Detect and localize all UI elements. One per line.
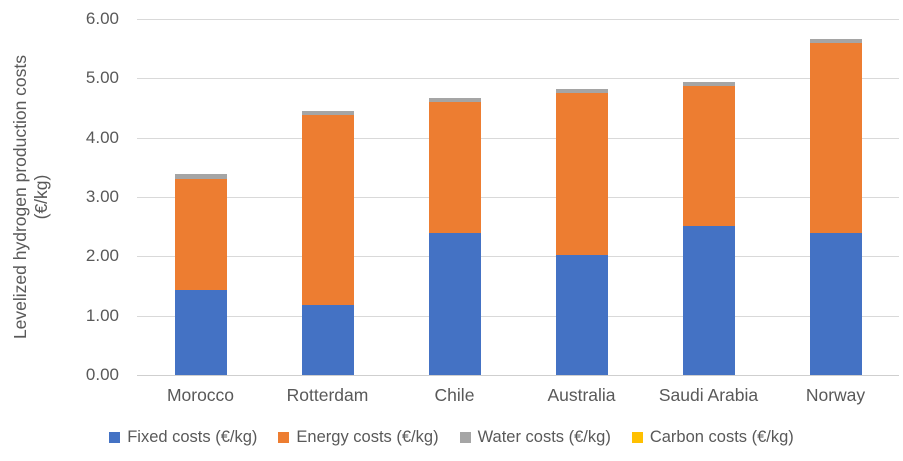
bar-segment <box>682 81 735 87</box>
bar-slot-chile <box>391 19 518 375</box>
y-tick-label: 6.00 <box>85 9 119 28</box>
bar-segment <box>682 226 735 375</box>
legend-label: Water costs (€/kg) <box>477 428 611 446</box>
bar-segment <box>428 97 481 103</box>
bar-segment <box>809 232 862 375</box>
bar-slot-norway <box>772 19 899 375</box>
stacked-bar <box>428 97 481 375</box>
legend-label: Fixed costs (€/kg) <box>127 428 258 446</box>
gridline <box>137 197 899 198</box>
bar-slots <box>137 19 899 375</box>
bar-slot-rotterdam <box>264 19 391 375</box>
legend-item: Fixed costs (€/kg) <box>109 428 257 447</box>
bar-slot-australia <box>518 19 645 375</box>
gridline <box>137 78 899 80</box>
gridline <box>137 256 899 258</box>
bar-segment <box>428 232 481 375</box>
legend-item: Carbon costs (€/kg) <box>631 428 794 447</box>
bar-segment <box>555 93 608 255</box>
bar-segment <box>809 38 862 43</box>
stacked-bar <box>174 174 227 375</box>
x-axis-line <box>137 375 899 376</box>
bar-slot-morocco <box>137 19 264 375</box>
bar-segment <box>174 290 227 375</box>
bar-segment <box>301 305 354 375</box>
y-tick-label: 2.00 <box>85 246 119 266</box>
plot-area <box>137 19 899 376</box>
x-category-label: Morocco <box>166 385 235 405</box>
legend-swatch-icon <box>631 432 643 443</box>
bar-segment <box>555 89 608 94</box>
y-tick-label: 0.00 <box>85 365 119 384</box>
bar-segment <box>682 86 735 227</box>
legend-swatch-icon <box>278 432 290 443</box>
legend: Fixed costs (€/kg) Energy costs (€/kg) Wat… <box>0 428 903 447</box>
x-category-label: Saudi Arabia <box>658 385 759 405</box>
legend-swatch-icon <box>109 432 121 443</box>
bar-segment <box>174 174 227 179</box>
bar-segment <box>555 254 608 375</box>
x-category-label: Chile <box>434 385 475 405</box>
x-category-label: Rotterdam <box>286 385 369 405</box>
legend-item: Water costs (€/kg) <box>459 428 611 447</box>
y-tick-label: 1.00 <box>85 305 119 325</box>
bar-segment <box>428 102 481 233</box>
bar-segment <box>301 111 354 116</box>
bar-segment <box>174 178 227 291</box>
y-tick-label: 4.00 <box>85 127 119 147</box>
y-tick-label: 5.00 <box>85 68 119 88</box>
legend-swatch-icon <box>459 432 471 443</box>
legend-item: Energy costs (€/kg) <box>278 428 439 447</box>
stacked-bar <box>301 111 354 375</box>
gridline <box>137 315 899 317</box>
gridline <box>137 137 899 139</box>
bar-segment <box>301 115 354 305</box>
bar-segment <box>809 42 862 233</box>
x-category-label: Norway <box>805 385 866 405</box>
stacked-bar <box>682 81 735 375</box>
x-category-label: Australia <box>547 385 616 405</box>
y-axis-tick-labels: 0.00 1.00 2.00 3.00 4.00 5.00 6.00 <box>0 0 119 461</box>
gridline <box>137 19 899 20</box>
y-tick-label: 3.00 <box>85 187 119 206</box>
legend-label: Energy costs (€/kg) <box>296 428 439 446</box>
legend-label: Carbon costs (€/kg) <box>649 428 794 446</box>
x-axis-category-labels: Morocco Rotterdam Chile Australia Saudi Arab… <box>137 384 899 406</box>
stacked-bar <box>809 38 862 375</box>
bar-slot-saudi-arabia <box>645 19 772 375</box>
stacked-bar <box>555 89 608 375</box>
